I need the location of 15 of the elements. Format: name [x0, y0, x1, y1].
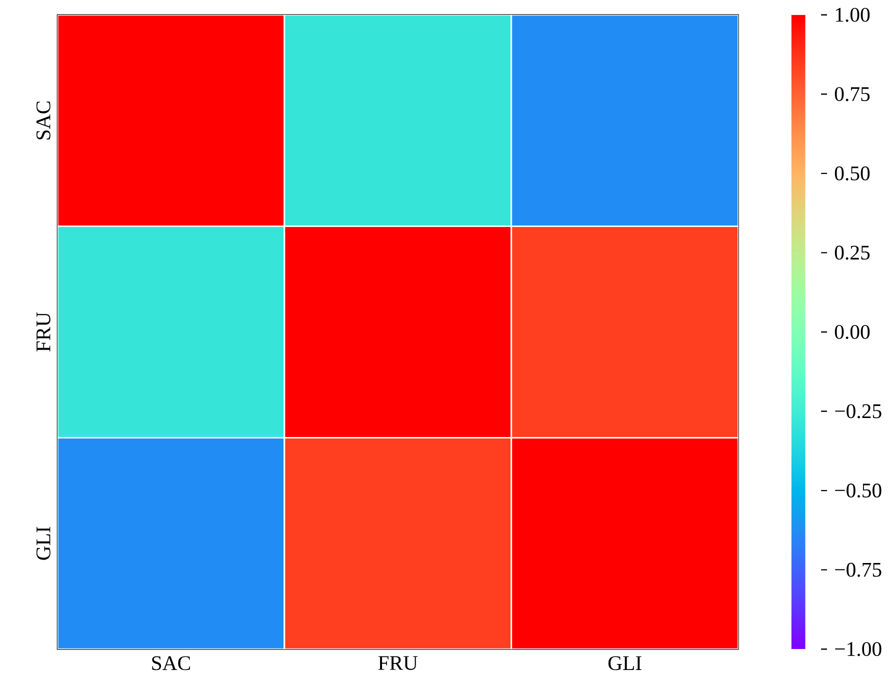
color-bar-label: 0.25	[834, 246, 870, 260]
color-bar-label: −1.00	[835, 642, 882, 656]
color-bar-label: 0.75	[834, 87, 870, 102]
y-tick-label: FRU	[36, 312, 50, 352]
y-tick-label: SAC	[36, 102, 50, 140]
color-bar-label: 0.00	[834, 325, 870, 340]
color-bar-label: −0.25	[835, 404, 882, 418]
y-tick-label: GLI	[36, 527, 50, 560]
color-bar-label: 1.00	[836, 8, 870, 22]
color-bar-label: −0.50	[835, 484, 882, 498]
x-tick-label: GLI	[608, 656, 642, 670]
x-tick-label: FRU	[378, 656, 418, 670]
x-tick-label: SAC	[152, 656, 190, 670]
color-bar-label: −0.75	[835, 562, 882, 578]
color-bar-label: 0.50	[834, 166, 870, 181]
